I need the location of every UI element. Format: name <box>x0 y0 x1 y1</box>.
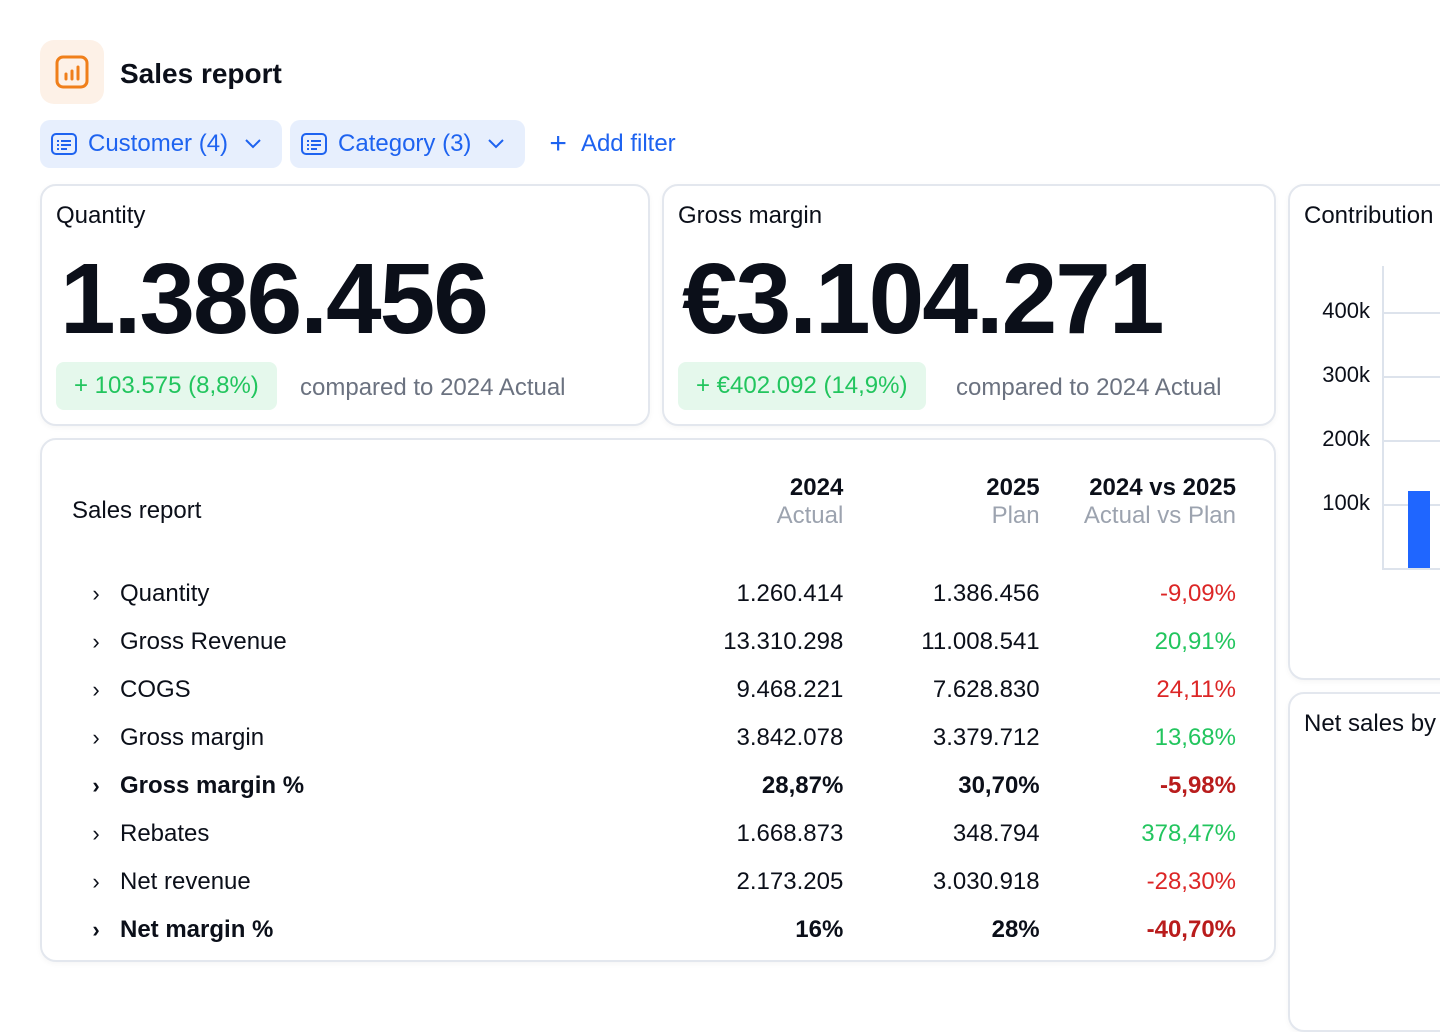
row-name: COGS <box>120 676 191 703</box>
chevron-right-icon[interactable]: › <box>92 917 100 942</box>
row-name: Net revenue <box>120 868 251 895</box>
cell-variance: 24,11% <box>1156 676 1236 703</box>
table-row[interactable]: › Net revenue 2.173.205 3.030.918 -28,30% <box>72 858 1236 906</box>
kpi-delta: + €402.092 (14,9%) <box>678 362 926 410</box>
chevron-right-icon[interactable]: › <box>92 773 100 798</box>
card-title: Net sales by <box>1304 710 1437 737</box>
cell-2024: 16% <box>795 916 844 943</box>
cell-2025: 30,70% <box>958 772 1040 799</box>
kpi-gross-margin: Gross margin €3.104.271 + €402.092 (14,9… <box>662 184 1276 426</box>
chevron-right-icon[interactable]: › <box>92 677 100 702</box>
table-title: Sales report <box>72 497 202 524</box>
row-name: Gross margin <box>120 724 265 751</box>
row-name: Quantity <box>120 580 210 607</box>
filter-label: Customer (4) <box>88 130 229 157</box>
cell-2024: 13.310.298 <box>723 628 844 655</box>
sales-report-table: Sales report 2024 Actual 2025 Plan 2024 vs… <box>72 474 1236 954</box>
sales-report-table-card: Sales report 2024 Actual 2025 Plan 2024 vs… <box>40 438 1276 962</box>
table-row[interactable]: › COGS 9.468.221 7.628.830 24,11% <box>72 666 1236 714</box>
cell-2024: 28,87% <box>761 772 844 799</box>
col-year: 2025 <box>986 474 1040 501</box>
y-tick-label: 400k <box>1322 298 1370 323</box>
kpi-value: 1.386.456 <box>60 243 489 355</box>
chevron-right-icon[interactable]: › <box>92 869 100 894</box>
report-logo <box>40 40 104 104</box>
row-name: Gross Revenue <box>120 628 287 655</box>
cell-2025: 11.008.541 <box>921 628 1040 655</box>
col-sub: Actual vs Plan <box>1083 502 1236 529</box>
cell-variance: 378,47% <box>1141 820 1236 847</box>
y-axis <box>1382 266 1384 570</box>
table-row[interactable]: › Gross margin 3.842.078 3.379.712 13,68% <box>72 714 1236 762</box>
page-title: Sales report <box>120 58 282 89</box>
contribution-card: Contribution 400k 300k 200k 100k <box>1288 184 1440 680</box>
filter-label: Category (3) <box>338 130 472 157</box>
kpi-label: Gross margin <box>678 202 823 229</box>
cell-2025: 348.794 <box>952 820 1040 847</box>
add-filter-label: Add filter <box>580 130 676 157</box>
list-icon <box>51 133 77 155</box>
cell-variance: -9,09% <box>1159 580 1236 607</box>
cell-variance: 20,91% <box>1154 628 1236 655</box>
filter-customer[interactable]: Customer (4) <box>40 120 283 168</box>
chevron-right-icon[interactable]: › <box>92 581 100 606</box>
kpi-value: €3.104.271 <box>682 243 1164 355</box>
col-sub: Plan <box>991 502 1040 529</box>
row-name: Rebates <box>120 820 210 847</box>
kpi-compare: compared to 2024 Actual <box>956 374 1222 401</box>
table-row[interactable]: › Gross margin % 28,87% 30,70% -5,98% <box>72 762 1236 810</box>
cell-2025: 3.030.918 <box>932 868 1040 895</box>
plus-icon: + <box>549 127 567 160</box>
add-filter-button[interactable]: + Add filter <box>549 127 675 161</box>
cell-2025: 28% <box>991 916 1040 943</box>
cell-2025: 1.386.456 <box>932 580 1040 607</box>
chevron-down-icon <box>245 139 261 149</box>
cell-2025: 3.379.712 <box>932 724 1040 751</box>
y-tick-label: 200k <box>1322 426 1370 451</box>
col-year: 2024 vs 2025 <box>1089 474 1236 501</box>
y-tick-label: 100k <box>1322 490 1370 515</box>
net-sales-card: Net sales by <box>1288 692 1440 1032</box>
kpi-label: Quantity <box>56 202 146 229</box>
kpi-delta: + 103.575 (8,8%) <box>56 362 277 410</box>
cell-variance: -40,70% <box>1146 916 1236 943</box>
table-row[interactable]: › Net margin % 16% 28% -40,70% <box>72 906 1236 954</box>
cell-variance: -5,98% <box>1159 772 1236 799</box>
row-name: Gross margin % <box>120 772 305 799</box>
cell-2024: 1.260.414 <box>736 580 844 607</box>
bar[interactable] <box>1408 491 1430 568</box>
col-sub: Actual <box>776 502 844 529</box>
table-row[interactable]: › Gross Revenue 13.310.298 11.008.541 20,… <box>72 618 1236 666</box>
grid-line <box>1382 312 1440 314</box>
card-title: Contribution <box>1304 202 1434 229</box>
table-row[interactable]: › Quantity 1.260.414 1.386.456 -9,09% <box>72 570 1236 618</box>
bar-chart-icon <box>55 55 89 89</box>
list-icon <box>301 133 328 155</box>
grid-line <box>1382 376 1440 378</box>
cell-2024: 1.668.873 <box>736 820 844 847</box>
cell-2024: 3.842.078 <box>736 724 844 751</box>
kpi-quantity: Quantity 1.386.456 + 103.575 (8,8%) comp… <box>40 184 650 426</box>
x-axis <box>1382 568 1440 570</box>
cell-variance: -28,30% <box>1146 868 1236 895</box>
cell-2024: 9.468.221 <box>736 676 844 703</box>
filter-bar: Customer (4) Category (3) + Add filter <box>40 120 676 168</box>
y-tick-label: 300k <box>1322 362 1370 387</box>
row-name: Net margin % <box>120 916 274 943</box>
chevron-right-icon[interactable]: › <box>92 725 100 750</box>
chevron-down-icon <box>488 139 505 149</box>
kpi-compare: compared to 2024 Actual <box>300 374 566 401</box>
chevron-right-icon[interactable]: › <box>92 629 100 654</box>
chevron-right-icon[interactable]: › <box>92 821 100 846</box>
grid-line <box>1382 440 1440 442</box>
col-year: 2024 <box>789 474 844 501</box>
cell-2025: 7.628.830 <box>932 676 1040 703</box>
filter-category[interactable]: Category (3) <box>290 120 526 168</box>
cell-2024: 2.173.205 <box>736 868 844 895</box>
table-row[interactable]: › Rebates 1.668.873 348.794 378,47% <box>72 810 1236 858</box>
cell-variance: 13,68% <box>1154 724 1236 751</box>
